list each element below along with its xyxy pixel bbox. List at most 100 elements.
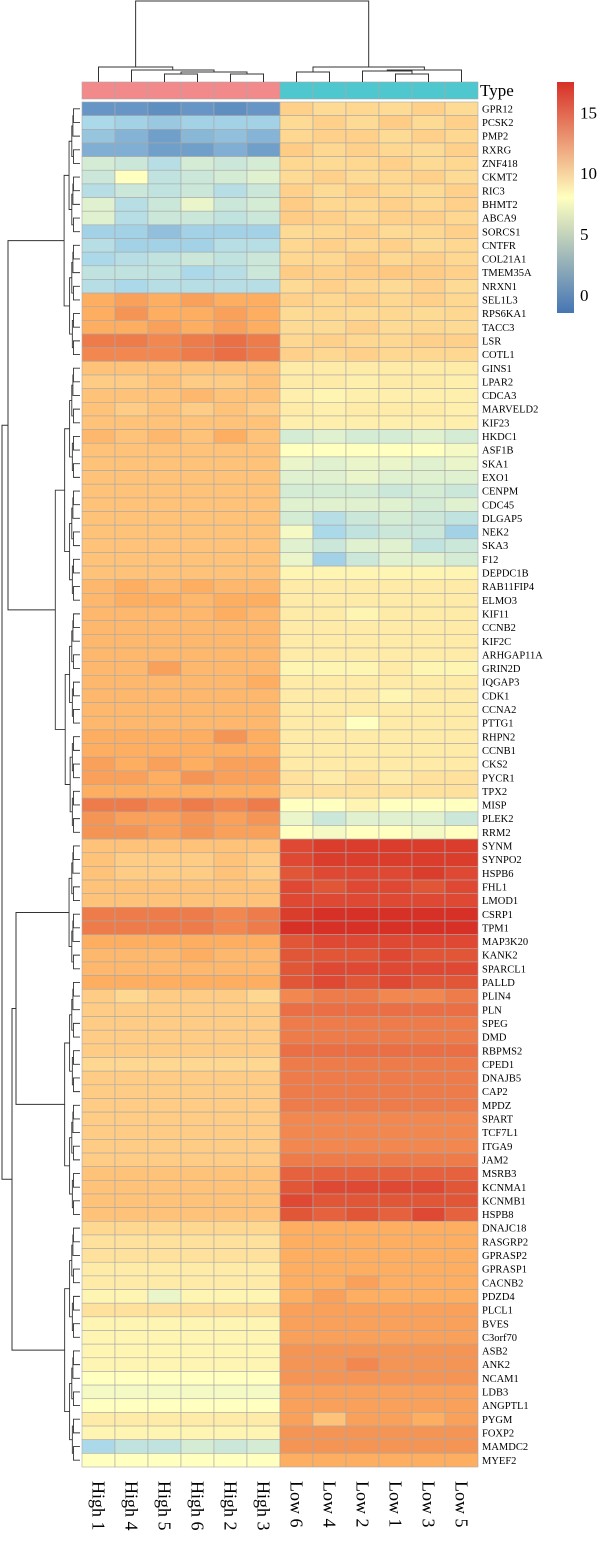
heatmap-cell (411, 838, 446, 854)
heatmap-cell (246, 524, 281, 540)
heatmap-cell (114, 893, 149, 908)
heatmap-cell (114, 1357, 149, 1372)
heatmap-cell (312, 1412, 347, 1427)
heatmap-cell (180, 634, 215, 649)
heatmap-cell (246, 1384, 281, 1400)
heatmap-cell (345, 579, 380, 594)
heatmap-cell (114, 1248, 149, 1263)
heatmap-cell (279, 442, 314, 458)
heatmap-cell (213, 593, 248, 608)
row-label: NEK2 (482, 528, 509, 539)
heatmap-cell (345, 511, 380, 526)
heatmap-cell (213, 729, 248, 744)
column-label: Low 4 (320, 1481, 340, 1528)
heatmap-cell (246, 634, 281, 649)
heatmap-cell (81, 333, 116, 348)
heatmap-cell (411, 1002, 446, 1017)
heatmap-cell (147, 347, 182, 362)
heatmap-cell (114, 729, 149, 744)
dendrogram-branch (64, 428, 70, 553)
heatmap-cell (213, 866, 248, 881)
dendrogram-branch (73, 1418, 80, 1434)
heatmap-cell (81, 129, 116, 144)
heatmap-cell (81, 1180, 116, 1195)
heatmap-cell (345, 1302, 380, 1318)
heatmap-cell (114, 101, 149, 116)
heatmap-cell (180, 1180, 215, 1195)
heatmap-cell (213, 715, 248, 731)
row-label: SPART (482, 1115, 514, 1126)
heatmap-cell (246, 702, 281, 717)
heatmap-cell (213, 784, 248, 799)
heatmap-cell (147, 320, 182, 335)
heatmap-cell (378, 838, 413, 854)
heatmap-cell (114, 1275, 149, 1290)
heatmap-cell (279, 470, 314, 485)
heatmap-cell (444, 825, 479, 840)
heatmap-cell (246, 401, 281, 417)
heatmap-cell (147, 1152, 182, 1168)
heatmap-cell (213, 169, 248, 185)
heatmap-cell (246, 1166, 281, 1181)
heatmap-cell (411, 770, 446, 785)
dendrogram-branch (73, 1268, 80, 1284)
heatmap-cell (378, 1357, 413, 1372)
heatmap-cell (81, 538, 116, 553)
heatmap-cell (279, 1302, 314, 1318)
heatmap-cell (411, 415, 446, 430)
row-label: CAP2 (482, 1087, 508, 1098)
heatmap-cell (279, 1029, 314, 1045)
row-label: ASF1B (482, 446, 514, 457)
heatmap-cell (345, 961, 380, 976)
heatmap-cell (444, 1180, 479, 1195)
heatmap-cell (411, 1439, 446, 1454)
heatmap-cell (411, 142, 446, 157)
heatmap-cell (81, 497, 116, 512)
heatmap-cell (345, 401, 380, 417)
heatmap-cell (180, 1412, 215, 1427)
heatmap-cell (444, 838, 479, 854)
heatmap-cell (147, 770, 182, 785)
heatmap-cell (312, 361, 347, 376)
heatmap-cell (147, 1261, 182, 1277)
heatmap-cell (345, 1152, 380, 1168)
heatmap-cell (246, 756, 281, 772)
heatmap-cell (312, 306, 347, 321)
heatmap-cell (411, 1111, 446, 1127)
heatmap-cell (213, 251, 248, 267)
heatmap-cell (81, 415, 116, 430)
heatmap-cell (246, 306, 281, 321)
heatmap-cell (411, 661, 446, 676)
legend-tick-label: 5 (580, 225, 589, 244)
dendrogram-branch (73, 108, 80, 123)
heatmap-cell (81, 1207, 116, 1222)
heatmap-cell (345, 306, 380, 321)
heatmap-cell (81, 1289, 116, 1304)
heatmap-cell (246, 210, 281, 226)
heatmap-cell (81, 1412, 116, 1427)
heatmap-cell (312, 142, 347, 157)
heatmap-cell (411, 1166, 446, 1181)
heatmap-cell (147, 497, 182, 512)
heatmap-cell (213, 101, 248, 116)
heatmap-cell (213, 442, 248, 458)
heatmap-cell (279, 620, 314, 635)
heatmap-cell (345, 101, 380, 116)
heatmap-cell (213, 552, 248, 567)
heatmap-cell (147, 1357, 182, 1372)
heatmap-cell (345, 1453, 380, 1468)
heatmap-cell (345, 265, 380, 280)
heatmap-cell (312, 1152, 347, 1168)
heatmap-cell (147, 538, 182, 553)
heatmap-cell (213, 511, 248, 526)
heatmap-cell (114, 1125, 149, 1140)
heatmap-cell (411, 702, 446, 717)
heatmap-cell (444, 1289, 479, 1304)
heatmap-cell (345, 674, 380, 690)
heatmap-cell (81, 183, 116, 198)
heatmap-cell (180, 483, 215, 499)
heatmap-cell (147, 688, 182, 703)
heatmap-cell (312, 1180, 347, 1195)
heatmap-cell (147, 593, 182, 608)
